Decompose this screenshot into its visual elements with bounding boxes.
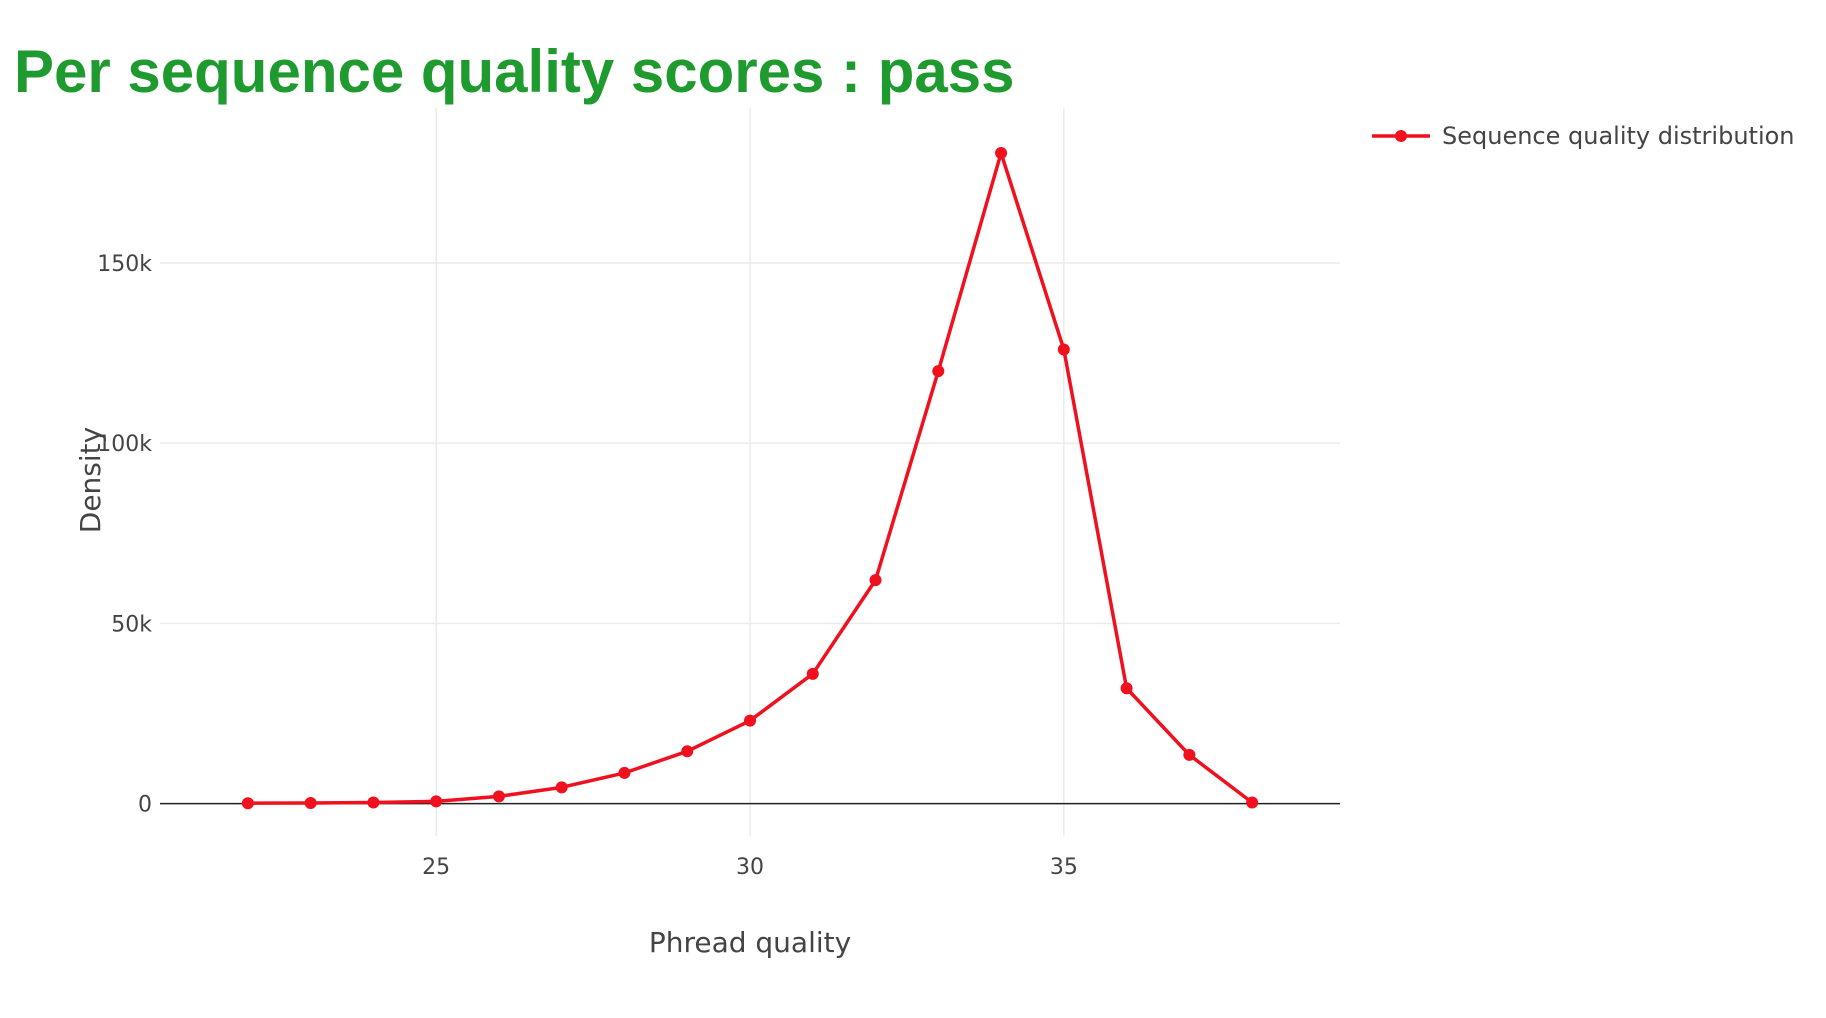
- data-point[interactable]: [1246, 796, 1259, 809]
- tick-label-layer: 25 30 35 0 50k 100k 150k: [97, 252, 1078, 880]
- data-point[interactable]: [932, 365, 945, 378]
- data-point[interactable]: [869, 574, 882, 587]
- data-point[interactable]: [1057, 343, 1070, 356]
- y-tick-label: 50k: [111, 612, 152, 637]
- data-point[interactable]: [555, 781, 568, 794]
- grid-layer: [160, 108, 1340, 836]
- x-axis-title: Phread quality: [649, 926, 851, 959]
- x-tick-label: 35: [1050, 855, 1078, 880]
- y-tick-label: 150k: [97, 252, 152, 277]
- data-point[interactable]: [1183, 748, 1196, 761]
- series-layer: [241, 147, 1259, 810]
- data-point[interactable]: [995, 147, 1008, 160]
- data-point[interactable]: [304, 797, 317, 810]
- legend-marker-swatch: [1395, 130, 1407, 142]
- data-point[interactable]: [1120, 682, 1133, 695]
- data-point[interactable]: [744, 714, 756, 727]
- legend[interactable]: Sequence quality distribution: [1372, 122, 1795, 150]
- y-axis-title: Density: [74, 427, 107, 533]
- legend-label: Sequence quality distribution: [1442, 122, 1795, 150]
- y-tick-label: 0: [138, 793, 152, 818]
- page-title: Per sequence quality scores : pass: [14, 38, 1015, 105]
- x-tick-label: 30: [736, 855, 764, 880]
- data-point[interactable]: [618, 766, 631, 779]
- data-point[interactable]: [430, 795, 443, 808]
- data-point[interactable]: [806, 667, 819, 680]
- x-tick-label: 25: [422, 855, 450, 880]
- data-point[interactable]: [492, 790, 505, 803]
- data-point[interactable]: [241, 797, 254, 810]
- y-tick-label: 100k: [97, 432, 152, 457]
- data-point[interactable]: [681, 745, 694, 758]
- data-point[interactable]: [367, 796, 380, 809]
